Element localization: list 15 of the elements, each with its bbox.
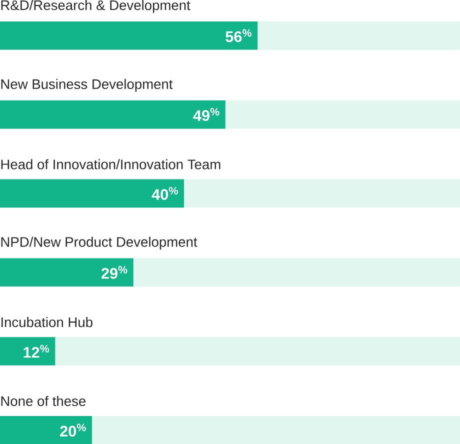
bar: [0, 336, 56, 366]
bar: [0, 258, 134, 286]
data-label: 40$^{%}$: [152, 186, 178, 200]
data-label: 20$^{%}$: [60, 424, 86, 436]
y-tick-label: None of these: [1, 396, 86, 406]
y-tick-label: Head of Innovation/Innovation Team: [1, 158, 220, 170]
data-label: 12$^{%}$: [24, 344, 50, 358]
y-tick-label: New Business Development: [1, 78, 173, 92]
y-tick-label: NPD/New Product Development: [1, 236, 198, 250]
data-label: 56$^{%}$: [226, 28, 252, 42]
y-tick-label: R&D/Research & Development: [1, 0, 190, 13]
y-tick-label: Incubation Hub: [1, 316, 92, 327]
data-label: 49$^{%}$: [193, 108, 220, 121]
data-label: 29$^{%}$: [102, 266, 128, 279]
bar: [0, 416, 92, 444]
